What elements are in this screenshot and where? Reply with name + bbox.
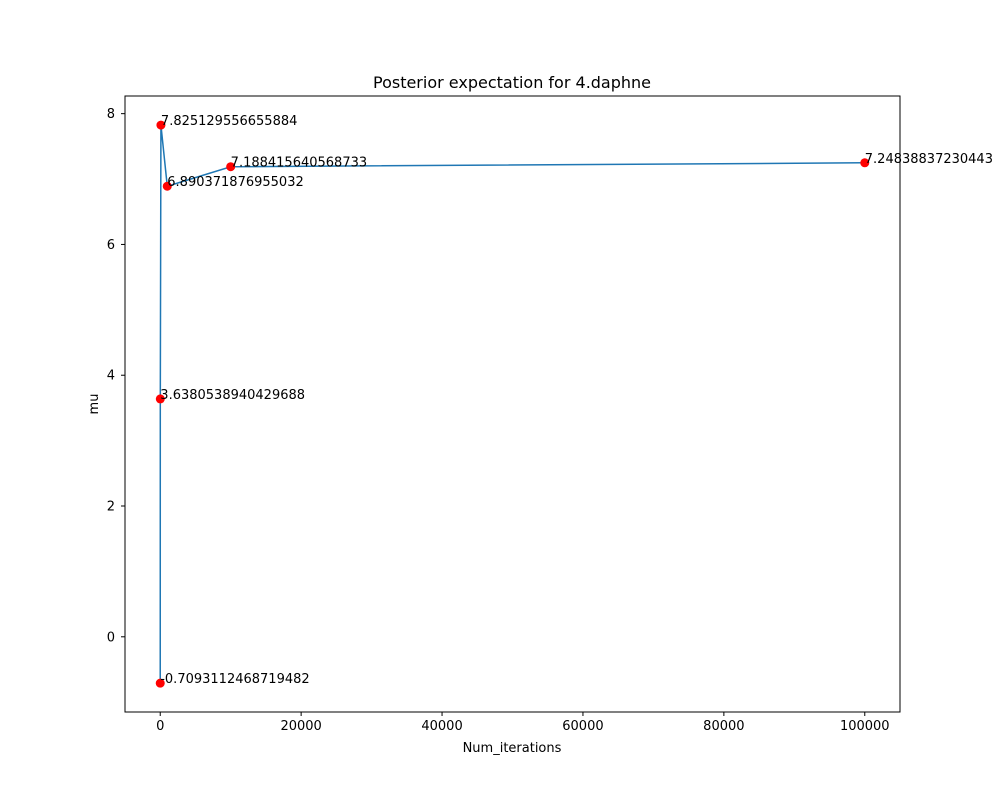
y-axis-label: mu bbox=[87, 394, 102, 415]
x-tick-label: 0 bbox=[156, 719, 164, 734]
data-point bbox=[155, 678, 165, 688]
plot-area: -0.7093112468719482 3.6380538940429688 7.8… bbox=[155, 114, 993, 688]
data-point-label: -0.7093112468719482 bbox=[160, 672, 309, 687]
data-point bbox=[155, 394, 165, 404]
y-tick-label: 6 bbox=[107, 238, 115, 253]
axes-frame bbox=[124, 95, 901, 713]
data-point-label: 3.6380538940429688 bbox=[160, 388, 305, 403]
y-tick-label: 8 bbox=[107, 107, 115, 122]
data-point-label: 7.188415640568733 bbox=[231, 156, 367, 171]
x-tick-label: 100000 bbox=[840, 719, 890, 734]
data-point-label: 7.825129556655884 bbox=[161, 114, 297, 129]
chart-title: Posterior expectation for 4.daphne bbox=[373, 73, 651, 92]
x-tick-label: 40000 bbox=[421, 719, 462, 734]
x-tick-label: 80000 bbox=[703, 719, 744, 734]
y-tick-label: 0 bbox=[107, 630, 115, 645]
x-tick-label: 60000 bbox=[562, 719, 603, 734]
series-line bbox=[159, 125, 865, 684]
data-point bbox=[162, 181, 172, 191]
data-point-label: 7.24838837230443 bbox=[865, 152, 993, 167]
data-point bbox=[860, 158, 870, 168]
y-tick-label: 2 bbox=[107, 500, 115, 515]
y-tick-label: 4 bbox=[107, 369, 115, 384]
x-axis-label: Num_iterations bbox=[463, 741, 562, 756]
data-point-label: 6.890371876955032 bbox=[167, 175, 303, 190]
data-point bbox=[156, 120, 166, 130]
x-tick-label: 20000 bbox=[280, 719, 321, 734]
data-point bbox=[226, 162, 236, 172]
